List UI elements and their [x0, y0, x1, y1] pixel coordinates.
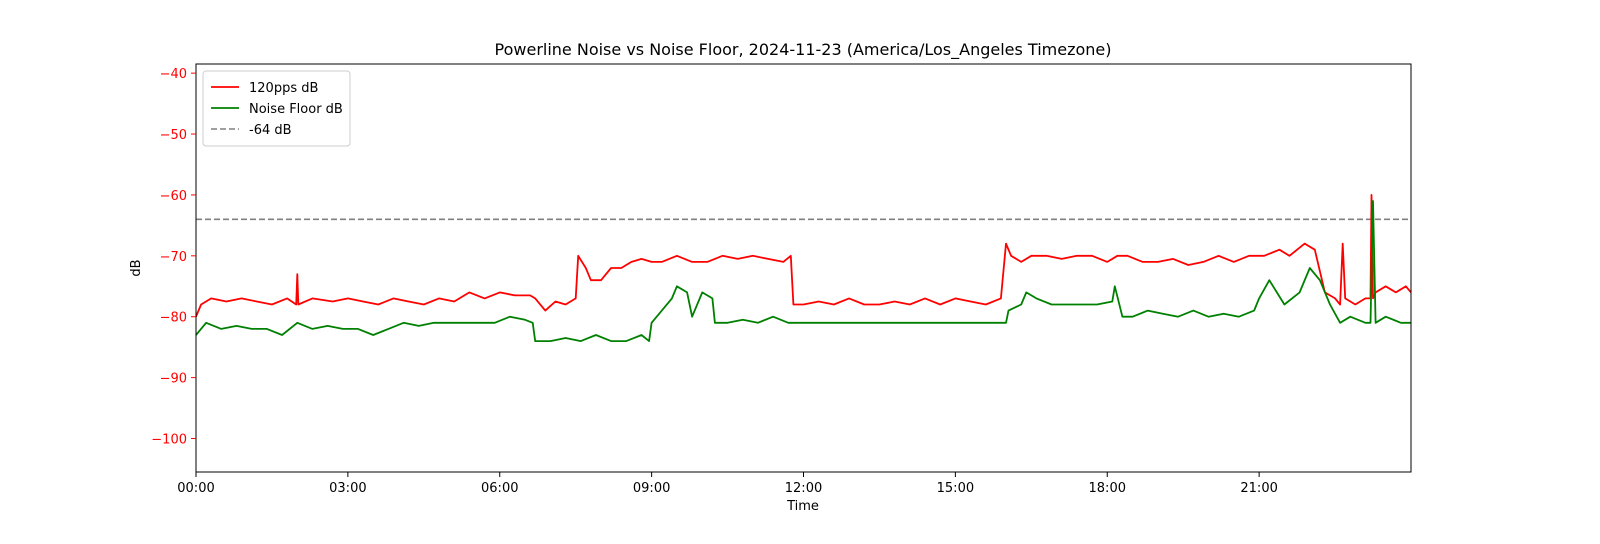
y-tick-label: −40 — [160, 67, 187, 82]
y-tick-label: −90 — [160, 372, 187, 387]
x-axis: 00:00 03:00 06:00 09:00 12:00 15:00 18:00 21:00 — [177, 472, 1278, 496]
x-tick-label: 15:00 — [937, 481, 974, 496]
y-tick-label: −80 — [160, 311, 187, 326]
x-tick-label: 18:00 — [1089, 481, 1126, 496]
y-tick-label: −70 — [160, 250, 187, 265]
x-tick-label: 06:00 — [481, 481, 518, 496]
series-line-1 — [196, 200, 1411, 343]
y-tick-label: −60 — [160, 189, 187, 204]
plot-frame — [195, 63, 1412, 473]
x-tick-label: 21:00 — [1240, 481, 1277, 496]
y-tick-label: −50 — [160, 128, 187, 143]
legend-label: 120pps dB — [249, 81, 318, 96]
legend-box — [202, 70, 351, 147]
legend-label: Noise Floor dB — [249, 102, 343, 117]
x-tick-label: 12:00 — [785, 481, 822, 496]
x-tick-label: 00:00 — [177, 481, 214, 496]
legend-label: -64 dB — [249, 123, 292, 138]
series-line-0 — [196, 193, 1411, 318]
y-tick-label: −100 — [151, 433, 187, 448]
y-axis-title: dB — [129, 259, 144, 276]
x-tick-label: 09:00 — [633, 481, 670, 496]
y-axis: −40 −50 −60 −70 −80 −90 −100 — [151, 67, 196, 448]
legend: 120pps dB Noise Floor dB -64 dB — [202, 70, 351, 147]
chart-title: Powerline Noise vs Noise Floor, 2024-11-… — [495, 40, 1112, 60]
x-tick-label: 03:00 — [329, 481, 366, 496]
x-axis-title: Time — [786, 499, 819, 514]
